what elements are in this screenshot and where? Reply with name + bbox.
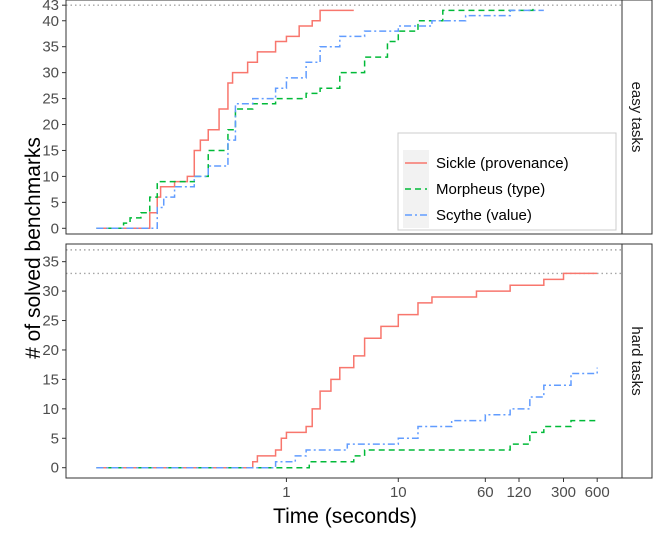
series-line-scythe bbox=[96, 9, 544, 230]
legend-entry: Sickle (provenance) bbox=[436, 155, 569, 172]
x-tick-label: 600 bbox=[585, 484, 610, 501]
y-tick-label: 40 bbox=[42, 13, 59, 30]
y-tick-label: 0 bbox=[51, 220, 59, 237]
y-tick-label: 15 bbox=[42, 142, 59, 159]
strip-label: easy tasks bbox=[628, 82, 645, 153]
strip-background bbox=[621, 0, 653, 235]
x-axis: 1 10 60 120 300 600 bbox=[282, 478, 610, 501]
y-axis-title: # of solved benchmarks bbox=[22, 137, 45, 359]
x-axis-title: Time (seconds) bbox=[273, 505, 417, 528]
series-line-morpheus bbox=[96, 419, 598, 469]
strip-background bbox=[621, 243, 653, 479]
y-tick-label: 35 bbox=[42, 39, 59, 56]
y-tick-label: 43 bbox=[42, 0, 59, 14]
y-tick-label: 35 bbox=[42, 254, 59, 271]
y-tick-label: 0 bbox=[51, 460, 59, 477]
y-tick-label: 20 bbox=[42, 117, 59, 134]
series-line-sickle bbox=[96, 9, 354, 230]
y-tick-label: 25 bbox=[42, 313, 59, 330]
x-tick-label: 10 bbox=[390, 484, 407, 501]
strip-label: hard tasks bbox=[628, 326, 645, 395]
panel-hard: 0 5 10 15 20 25 30 35 hard tasks bbox=[42, 243, 653, 479]
series-line-scythe bbox=[96, 367, 598, 469]
legend-box bbox=[397, 132, 617, 231]
legend: Sickle (provenance) Morpheus (type) Scythe… bbox=[397, 132, 617, 231]
y-tick-label: 10 bbox=[42, 401, 59, 418]
x-tick-label: 1 bbox=[282, 484, 290, 501]
y-tick-label: 30 bbox=[42, 283, 59, 300]
y-tick-label: 10 bbox=[42, 168, 59, 185]
panel-background bbox=[66, 244, 622, 478]
x-tick-label: 60 bbox=[477, 484, 494, 501]
legend-entry: Scythe (value) bbox=[436, 207, 532, 224]
legend-entry: Morpheus (type) bbox=[436, 181, 545, 198]
y-tick-label: 25 bbox=[42, 91, 59, 108]
y-tick-label: 20 bbox=[42, 342, 59, 359]
y-tick-label: 5 bbox=[51, 430, 59, 447]
series-line-sickle bbox=[96, 272, 598, 469]
y-tick-label: 15 bbox=[42, 371, 59, 388]
y-tick-label: 5 bbox=[51, 194, 59, 211]
y-tick-label: 30 bbox=[42, 65, 59, 82]
x-tick-label: 300 bbox=[551, 484, 576, 501]
x-tick-label: 120 bbox=[506, 484, 531, 501]
